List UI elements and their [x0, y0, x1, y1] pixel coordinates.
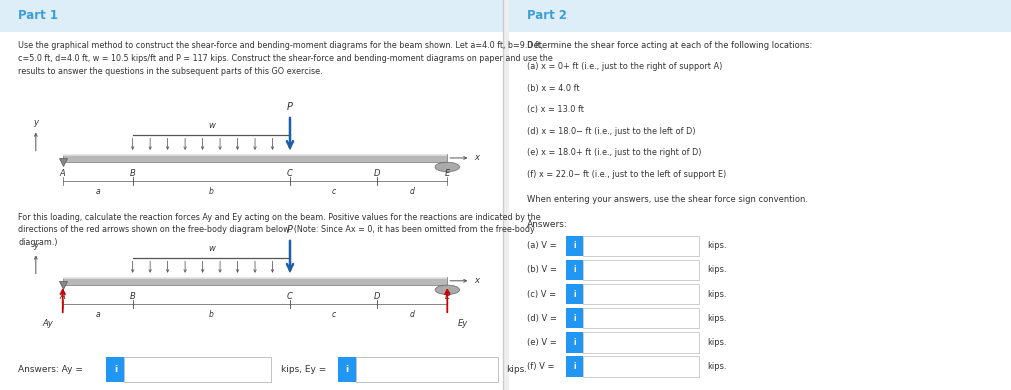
Text: kips, Ey =: kips, Ey = [281, 365, 327, 374]
Text: b: b [208, 187, 213, 196]
Text: C: C [287, 292, 292, 301]
Text: d: d [409, 187, 415, 196]
Bar [582, 332, 699, 353]
Bar [124, 357, 271, 382]
Text: y: y [33, 241, 38, 250]
Text: kips.: kips. [707, 314, 726, 323]
Text: b: b [208, 310, 213, 319]
Bar [582, 284, 699, 304]
Text: Determine the shear force acting at each of the following locations:: Determine the shear force acting at each… [527, 41, 812, 50]
Bar [63, 154, 447, 156]
Bar [63, 154, 447, 155]
Text: kips.: kips. [707, 265, 726, 275]
Text: (d) x = 18.0− ft (i.e., just to the left of D): (d) x = 18.0− ft (i.e., just to the left… [527, 127, 696, 136]
Text: kips.: kips. [707, 241, 726, 250]
Text: kips.: kips. [506, 365, 527, 374]
Text: (b) x = 4.0 ft: (b) x = 4.0 ft [527, 84, 579, 93]
Text: (d) V =: (d) V = [527, 314, 557, 323]
Bar [565, 284, 582, 304]
Text: For this loading, calculate the reaction forces Ay and Ey acting on the beam. Po: For this loading, calculate the reaction… [18, 213, 540, 247]
Text: i: i [113, 365, 117, 374]
Text: C: C [287, 169, 292, 178]
Text: B: B [129, 169, 135, 178]
Bar [356, 357, 497, 382]
Text: i: i [572, 241, 575, 250]
Text: When entering your answers, use the shear force sign convention.: When entering your answers, use the shea… [527, 195, 808, 204]
Text: d: d [409, 310, 415, 319]
Bar [63, 277, 447, 285]
Bar [509, 0, 1011, 32]
Bar [565, 236, 582, 256]
Text: (a) x = 0+ ft (i.e., just to the right of support A): (a) x = 0+ ft (i.e., just to the right o… [527, 62, 722, 71]
Text: (f) x = 22.0− ft (i.e., just to the left of support E): (f) x = 22.0− ft (i.e., just to the left… [527, 170, 726, 179]
Bar [582, 356, 699, 377]
Text: (c) x = 13.0 ft: (c) x = 13.0 ft [527, 105, 583, 114]
Bar [565, 260, 582, 280]
Bar [63, 154, 447, 162]
Text: Ay: Ay [41, 319, 53, 328]
Text: D: D [374, 169, 380, 178]
Text: A: A [60, 292, 66, 301]
Text: E: E [444, 292, 450, 301]
Text: i: i [572, 338, 575, 347]
Text: y: y [33, 118, 38, 127]
Text: P: P [287, 103, 292, 112]
Text: i: i [572, 289, 575, 299]
Text: E: E [444, 169, 450, 178]
Bar [63, 277, 447, 279]
Bar [0, 0, 502, 32]
Bar [338, 357, 356, 382]
Text: Use the graphical method to construct the shear-force and bending-moment diagram: Use the graphical method to construct th… [18, 41, 552, 76]
Bar [582, 236, 699, 256]
Text: i: i [345, 365, 349, 374]
Text: D: D [374, 292, 380, 301]
Circle shape [435, 285, 459, 294]
Text: w: w [207, 245, 214, 254]
Bar [582, 308, 699, 328]
Text: Part 2: Part 2 [527, 9, 567, 23]
Text: Ey: Ey [457, 319, 467, 328]
Text: B: B [129, 292, 135, 301]
Bar [63, 277, 447, 278]
Text: w: w [207, 122, 214, 131]
Text: Answers:: Answers: [527, 220, 567, 229]
Text: kips.: kips. [707, 362, 726, 371]
Text: (f) V =: (f) V = [527, 362, 554, 371]
Circle shape [435, 162, 459, 172]
Text: (c) V =: (c) V = [527, 289, 556, 299]
Text: a: a [95, 310, 100, 319]
Text: (b) V =: (b) V = [527, 265, 557, 275]
Text: (e) V =: (e) V = [527, 338, 556, 347]
Bar [106, 357, 124, 382]
Text: x: x [474, 153, 479, 163]
Text: P: P [287, 225, 292, 235]
Text: Answers: Ay =: Answers: Ay = [18, 365, 83, 374]
Text: A: A [60, 169, 66, 178]
Text: i: i [572, 362, 575, 371]
Text: i: i [572, 265, 575, 275]
Bar [565, 356, 582, 377]
Text: kips.: kips. [707, 338, 726, 347]
Text: i: i [572, 314, 575, 323]
Bar [509, 0, 1011, 390]
Bar [565, 332, 582, 353]
Bar [0, 0, 502, 390]
Text: (a) V =: (a) V = [527, 241, 556, 250]
Bar [565, 308, 582, 328]
Text: Part 1: Part 1 [18, 9, 59, 23]
Text: c: c [332, 310, 336, 319]
Bar [582, 260, 699, 280]
Text: x: x [474, 276, 479, 285]
Text: a: a [95, 187, 100, 196]
Text: (e) x = 18.0+ ft (i.e., just to the right of D): (e) x = 18.0+ ft (i.e., just to the righ… [527, 148, 701, 157]
Text: kips.: kips. [707, 289, 726, 299]
Text: c: c [332, 187, 336, 196]
